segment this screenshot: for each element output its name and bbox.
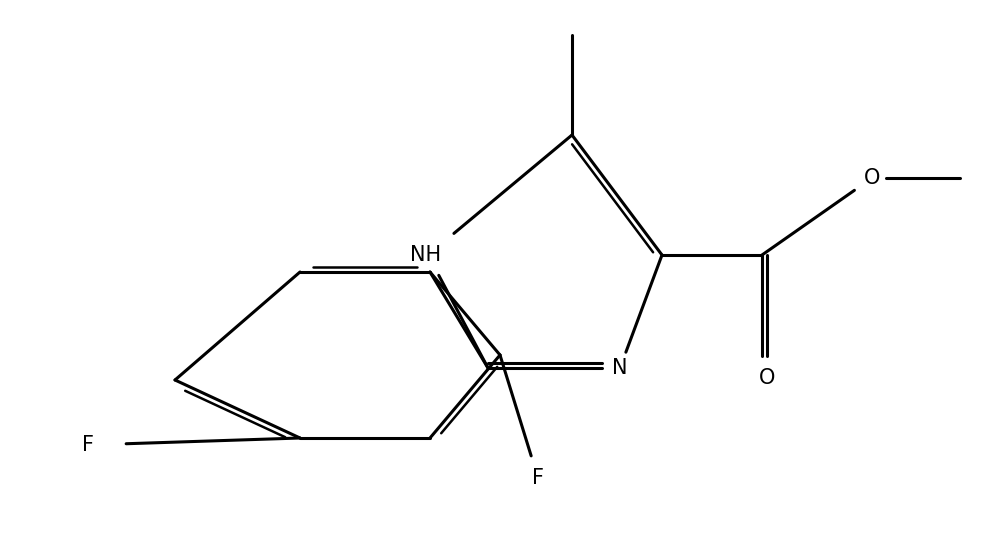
Text: F: F (532, 468, 544, 488)
Text: O: O (759, 368, 775, 388)
Text: F: F (82, 435, 94, 455)
Text: NH: NH (410, 245, 442, 265)
Text: N: N (612, 358, 627, 378)
Text: O: O (864, 168, 880, 188)
